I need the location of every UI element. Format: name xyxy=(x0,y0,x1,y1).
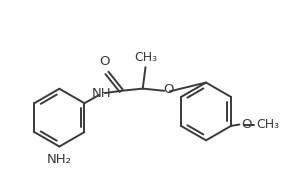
Text: CH₃: CH₃ xyxy=(134,51,157,64)
Text: O: O xyxy=(99,55,110,68)
Text: NH: NH xyxy=(92,87,111,100)
Text: O: O xyxy=(241,118,252,131)
Text: NH₂: NH₂ xyxy=(47,153,72,166)
Text: O: O xyxy=(163,83,173,96)
Text: CH₃: CH₃ xyxy=(256,118,279,131)
